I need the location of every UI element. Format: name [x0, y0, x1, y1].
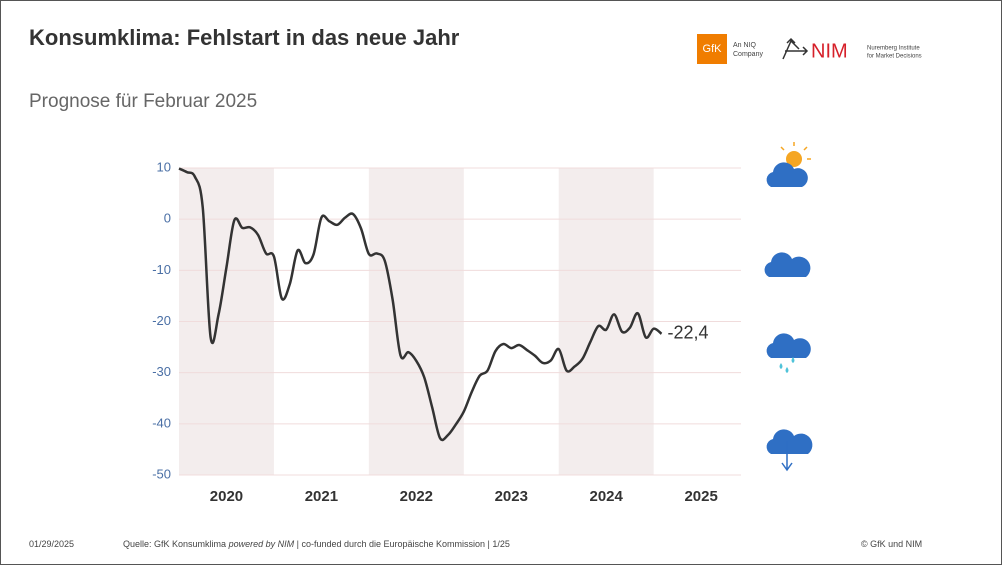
y-tick-label: -20	[152, 313, 171, 328]
y-tick-label: -10	[152, 262, 171, 277]
y-tick-label: 10	[157, 159, 171, 174]
y-tick-label: -50	[152, 466, 171, 481]
logos: GfK An NIQ Company NIM Nuremberg Institu…	[697, 34, 922, 64]
x-tick-label: 2021	[305, 488, 338, 505]
y-tick-label: -30	[152, 364, 171, 379]
gfk-logo-box	[697, 34, 727, 64]
gfk-note: Company	[733, 51, 763, 58]
title: Konsumklima: Fehlstart in das neue Jahr	[29, 25, 460, 50]
chart: -50 -40 -30 -20 -10 0 10 2020 2021 2022 2023 2024 20…	[152, 142, 813, 505]
nim-logo: NIM	[811, 40, 848, 62]
source: powered by NIM	[228, 539, 295, 549]
subtitle: Prognose für Februar 2025	[29, 91, 258, 112]
gfk-logo: GfK	[703, 43, 723, 55]
x-tick-label: 2024	[590, 488, 624, 505]
line	[178, 167, 663, 442]
plot: -50 -40 -30 -20 -10 0 10 2020 2021 2022 2023 2024 20…	[152, 159, 741, 505]
x-tick-label: 2022	[400, 488, 433, 505]
weather-icons	[764, 142, 813, 472]
y-tick-label: -40	[152, 415, 171, 430]
y-tick-label: 0	[164, 211, 171, 226]
x-tick-label: 2023	[495, 488, 528, 505]
x-tick-label: 2025	[684, 488, 717, 505]
nim-icon	[782, 37, 809, 60]
source: | co-funded durch die Europäische Kommis…	[296, 539, 510, 549]
gfk-note: An NIQ	[733, 42, 757, 49]
nim-note: for Market Decisions	[867, 54, 922, 60]
source: Quelle: GfK Konsumklima	[123, 539, 227, 549]
value-label: -22,4	[668, 323, 709, 343]
nim-note: Nuremberg Institute	[867, 46, 920, 52]
footer-date: 01/29/2025	[29, 539, 75, 549]
x-tick-label: 2020	[210, 488, 243, 505]
footer-source: Quelle: GfK Konsumklima powered by NIM |…	[123, 539, 510, 549]
footer-copyright: © GfK und NIM	[861, 539, 923, 549]
